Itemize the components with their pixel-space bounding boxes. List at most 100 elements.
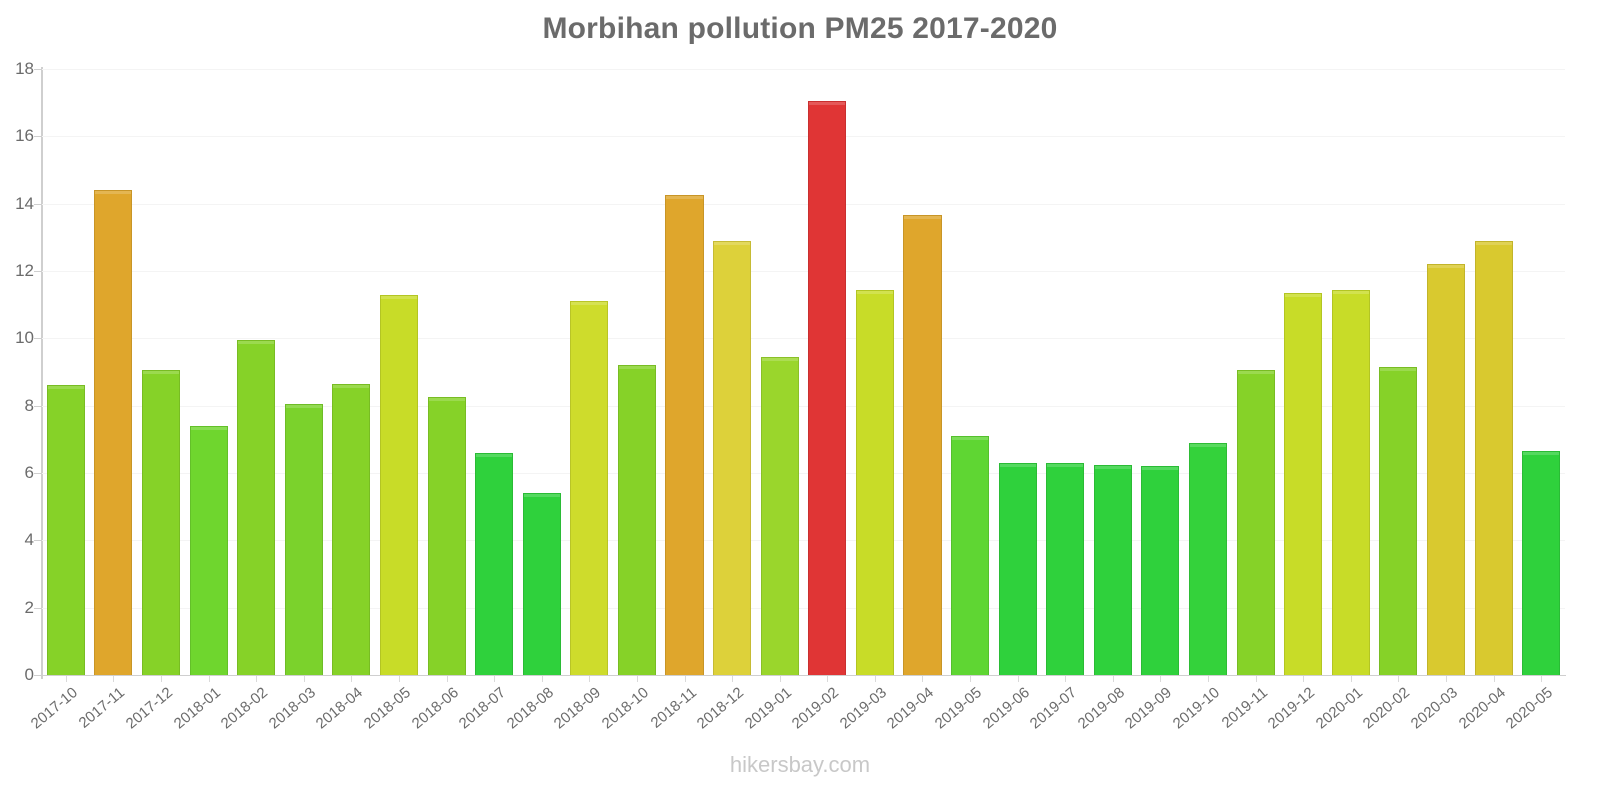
y-tick-label: 14	[15, 193, 34, 213]
bar[interactable]	[617, 365, 656, 675]
x-tick-mark	[970, 676, 972, 682]
x-tick-mark	[1208, 676, 1210, 682]
y-tick-mark	[34, 271, 42, 272]
x-tick-label: 2019-09	[1122, 684, 1176, 733]
x-tick-label: 2018-04	[313, 684, 367, 733]
bar[interactable]	[713, 240, 752, 675]
x-tick-mark	[1398, 676, 1400, 682]
x-tick-mark	[779, 676, 781, 682]
x-tick-label: 2017-11	[76, 684, 129, 732]
bar[interactable]	[141, 370, 180, 675]
x-tick-label: 2018-11	[647, 684, 700, 732]
x-tick-label: 2020-02	[1360, 684, 1414, 733]
y-tick-mark	[34, 405, 42, 407]
bar[interactable]	[1236, 370, 1275, 675]
chart-title: Morbihan pollution PM25 2017-2020	[542, 12, 1058, 45]
x-tick-mark	[732, 676, 734, 682]
x-tick-label: 2019-03	[836, 684, 890, 733]
bar[interactable]	[1379, 366, 1418, 675]
x-tick-label: 2020-04	[1455, 684, 1509, 733]
x-tick-mark	[1160, 676, 1162, 682]
x-tick-mark	[446, 676, 448, 682]
x-tick-mark	[827, 676, 829, 682]
y-tick-mark	[34, 203, 42, 205]
bar[interactable]	[284, 403, 323, 675]
x-tick-label: 2018-05	[360, 684, 414, 733]
x-tick-label: 2019-02	[789, 684, 843, 733]
bar[interactable]	[760, 356, 799, 675]
bar[interactable]	[237, 340, 276, 675]
bar[interactable]	[332, 383, 371, 675]
gridline	[42, 271, 1565, 272]
y-tick-label: 6	[24, 463, 34, 482]
y-tick-label: 10	[15, 328, 34, 348]
bar[interactable]	[1474, 240, 1513, 675]
x-tick-label: 2017-10	[27, 684, 81, 733]
x-tick-mark	[1446, 676, 1448, 682]
x-tick-label: 2018-01	[170, 684, 224, 733]
bar[interactable]	[522, 493, 561, 675]
x-tick-mark	[1255, 676, 1257, 682]
bar[interactable]	[951, 435, 990, 675]
bar[interactable]	[1426, 264, 1466, 675]
x-tick-mark	[589, 676, 591, 682]
bar[interactable]	[475, 452, 514, 675]
y-tick-mark	[34, 473, 42, 474]
x-tick-label: 2018-03	[265, 684, 319, 733]
bar[interactable]	[1522, 451, 1561, 675]
x-tick-mark	[541, 676, 543, 682]
y-axis-line	[41, 67, 43, 679]
y-tick-mark	[34, 675, 42, 676]
bar[interactable]	[1046, 462, 1085, 675]
bar[interactable]	[1093, 464, 1132, 675]
x-tick-mark	[684, 676, 686, 682]
x-tick-mark	[65, 676, 67, 682]
x-tick-label: 2018-06	[408, 684, 462, 733]
gridline	[42, 136, 1565, 138]
bar[interactable]	[1189, 442, 1228, 675]
gridline	[42, 203, 1565, 205]
bar[interactable]	[379, 294, 418, 675]
x-tick-label: 2018-10	[598, 684, 652, 733]
x-tick-label: 2019-11	[1218, 684, 1271, 732]
x-tick-label: 2018-07	[455, 684, 510, 733]
y-tick-label: 16	[15, 126, 34, 146]
bar[interactable]	[570, 301, 609, 675]
gridline	[42, 473, 1565, 474]
bar[interactable]	[903, 215, 942, 675]
x-tick-label: 2020-01	[1312, 684, 1366, 733]
bar[interactable]	[665, 195, 704, 675]
x-tick-label: 2020-05	[1503, 684, 1557, 733]
x-tick-label: 2019-06	[979, 684, 1033, 733]
bar[interactable]	[189, 425, 228, 675]
x-axis-line	[42, 675, 1566, 676]
bar[interactable]	[1141, 466, 1180, 675]
watermark-label: hikersbay.com	[729, 752, 871, 777]
x-tick-label: 2019-10	[1169, 684, 1223, 733]
bar[interactable]	[427, 397, 466, 675]
bar[interactable]	[808, 100, 847, 675]
bar[interactable]	[998, 462, 1037, 675]
x-tick-mark	[113, 676, 115, 682]
x-tick-mark	[494, 676, 496, 682]
gridline	[42, 405, 1565, 407]
x-tick-mark	[1541, 676, 1543, 682]
x-tick-mark	[1017, 676, 1019, 682]
x-tick-label: 2018-09	[551, 684, 605, 733]
bar[interactable]	[46, 385, 85, 675]
bar[interactable]	[1331, 289, 1370, 675]
bar[interactable]	[94, 190, 133, 675]
y-tick-label: 18	[15, 59, 34, 78]
bar[interactable]	[855, 289, 894, 675]
y-tick-label: 0	[24, 665, 34, 684]
x-tick-mark	[1065, 676, 1067, 682]
x-tick-mark	[1112, 676, 1114, 682]
x-tick-mark	[1350, 676, 1352, 682]
x-tick-mark	[208, 676, 210, 682]
x-tick-label: 2017-12	[122, 684, 176, 733]
gridline	[42, 540, 1565, 542]
gridline	[42, 607, 1565, 609]
bar[interactable]	[1284, 292, 1323, 675]
x-tick-mark	[874, 676, 876, 682]
